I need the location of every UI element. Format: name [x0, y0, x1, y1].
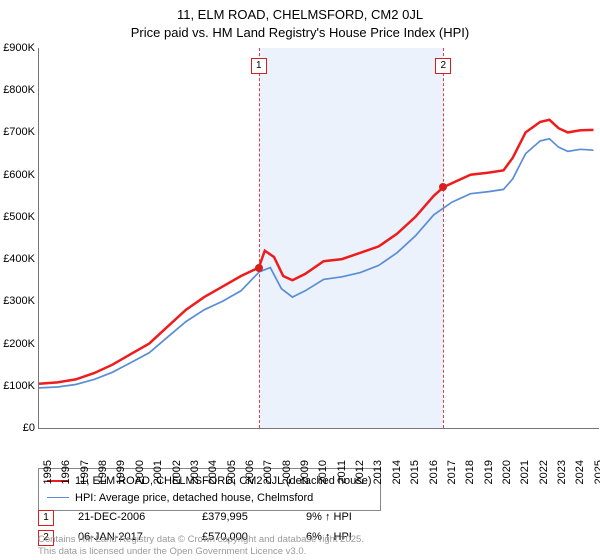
y-tick-label: £600K: [3, 169, 35, 181]
x-tick-label: 2009: [299, 460, 311, 484]
x-tick-label: 1997: [79, 460, 91, 484]
event-flag: 1: [38, 510, 54, 526]
y-tick-label: £0: [23, 422, 35, 434]
x-tick-label: 2011: [336, 460, 348, 484]
title-line2: Price paid vs. HM Land Registry's House …: [0, 24, 600, 42]
x-tick-label: 2014: [391, 460, 403, 484]
x-tick-label: 2018: [464, 460, 476, 484]
x-tick-label: 2013: [372, 460, 384, 484]
series-hpi: [39, 139, 594, 388]
title-line1: 11, ELM ROAD, CHELMSFORD, CM2 0JL: [0, 6, 600, 24]
x-tick-label: 2001: [152, 460, 164, 484]
x-tick-label: 2010: [317, 460, 329, 484]
y-tick-label: £900K: [3, 42, 35, 54]
series-price_paid: [39, 120, 594, 384]
x-tick-label: 2016: [428, 460, 440, 484]
marker-dot: [255, 264, 263, 272]
event-price: £379,995: [202, 508, 282, 528]
x-tick-label: 1998: [97, 460, 109, 484]
legend-item: HPI: Average price, detached house, Chel…: [47, 490, 372, 507]
x-tick-label: 2024: [574, 460, 586, 484]
series-group: [39, 120, 594, 388]
x-tick-label: 2000: [134, 460, 146, 484]
event-row: 1 21-DEC-2006 £379,995 9% ↑ HPI: [38, 508, 396, 528]
legend-swatch: [47, 497, 69, 498]
chart-title: 11, ELM ROAD, CHELMSFORD, CM2 0JL Price …: [0, 0, 600, 41]
x-tick-label: 1996: [60, 460, 72, 484]
x-tick-label: 2003: [189, 460, 201, 484]
x-tick-label: 2012: [354, 460, 366, 484]
x-tick-label: 2022: [538, 460, 550, 484]
marker-flag: 1: [251, 58, 267, 74]
y-tick-label: £400K: [3, 253, 35, 265]
y-tick-label: £500K: [3, 211, 35, 223]
x-tick-label: 2002: [171, 460, 183, 484]
event-date: 21-DEC-2006: [78, 508, 178, 528]
marker-line: [259, 48, 260, 428]
y-tick-label: £800K: [3, 84, 35, 96]
x-tick-label: 2007: [262, 460, 274, 484]
marker-flag: 2: [435, 58, 451, 74]
x-tick-label: 2023: [556, 460, 568, 484]
x-tick-label: 2020: [501, 460, 513, 484]
chart-container: { "title_line1": "11, ELM ROAD, CHELMSFO…: [0, 0, 600, 560]
x-tick-label: 2017: [446, 460, 458, 484]
chart-plot-area: 12: [38, 48, 599, 429]
x-tick-label: 1999: [115, 460, 127, 484]
footer-line2: This data is licensed under the Open Gov…: [38, 546, 364, 558]
x-tick-label: 2015: [409, 460, 421, 484]
legend-label: HPI: Average price, detached house, Chel…: [75, 490, 313, 507]
x-tick-label: 2005: [226, 460, 238, 484]
x-tick-label: 2025: [593, 460, 600, 484]
x-tick-label: 2021: [519, 460, 531, 484]
marker-line: [443, 48, 444, 428]
x-tick-label: 1995: [42, 460, 54, 484]
x-tick-label: 2019: [483, 460, 495, 484]
footer-attribution: Contains HM Land Registry data © Crown c…: [38, 534, 364, 558]
event-delta: 9% ↑ HPI: [306, 508, 396, 528]
x-tick-label: 2004: [207, 460, 219, 484]
y-tick-label: £200K: [3, 338, 35, 350]
x-tick-label: 2006: [244, 460, 256, 484]
footer-line1: Contains HM Land Registry data © Crown c…: [38, 534, 364, 546]
chart-svg: [39, 48, 599, 428]
marker-dot: [439, 183, 447, 191]
y-tick-label: £100K: [3, 380, 35, 392]
y-tick-label: £700K: [3, 126, 35, 138]
x-tick-label: 2008: [281, 460, 293, 484]
y-tick-label: £300K: [3, 295, 35, 307]
